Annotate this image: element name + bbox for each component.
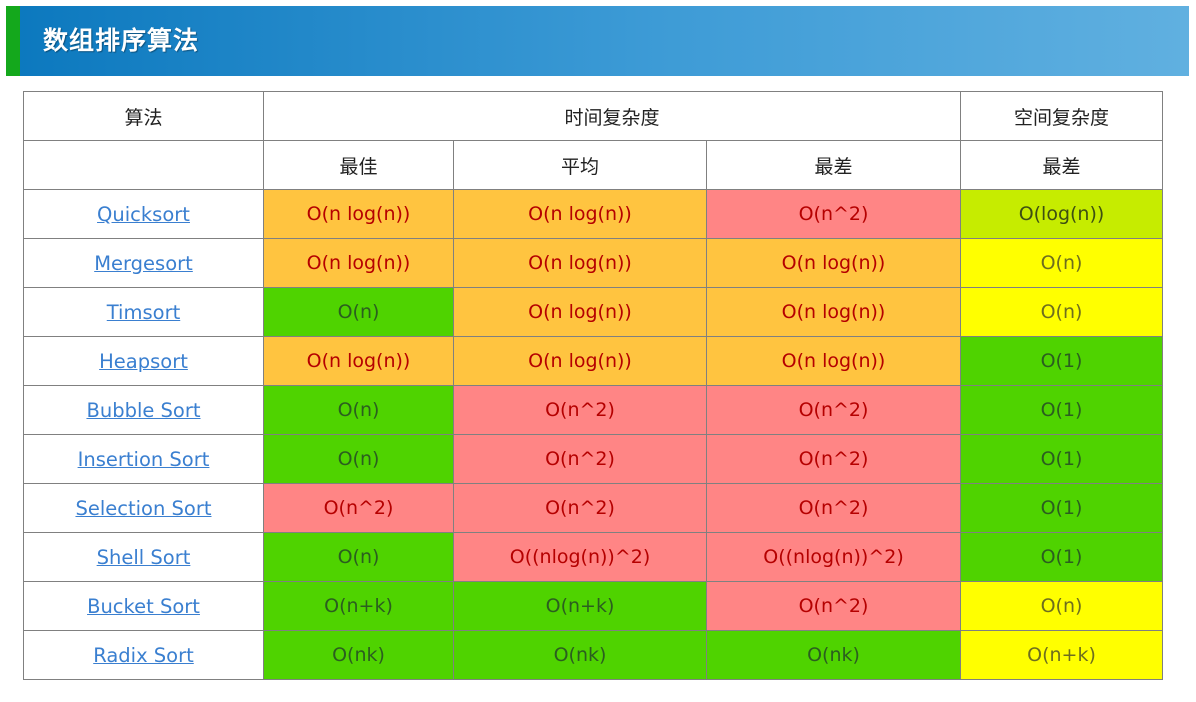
best-case-cell: O(n^2): [263, 483, 454, 533]
best-case-cell: O(n+k): [263, 581, 454, 631]
best-case-cell: O(n): [263, 532, 454, 582]
header-row-secondary: 最佳 平均 最差 最差: [23, 140, 1163, 190]
header-worst: 最差: [706, 140, 961, 190]
space-complexity-cell: O(n): [960, 581, 1163, 631]
average-case-cell: O(n^2): [453, 434, 707, 484]
average-case-cell: O(n log(n)): [453, 287, 707, 337]
algorithm-link-bubble-sort[interactable]: Bubble Sort: [86, 398, 201, 422]
worst-case-cell: O(n^2): [706, 581, 961, 631]
table-row: Radix Sort O(nk) O(nk) O(nk) O(n+k): [23, 630, 1163, 680]
best-case-cell: O(n log(n)): [263, 238, 454, 288]
best-case-cell: O(n log(n)): [263, 336, 454, 386]
header-best: 最佳: [263, 140, 454, 190]
best-case-cell: O(n): [263, 287, 454, 337]
worst-case-cell: O(n log(n)): [706, 238, 961, 288]
header-algorithm: 算法: [23, 91, 264, 141]
algorithm-name-cell: Timsort: [23, 287, 264, 337]
header-average: 平均: [453, 140, 707, 190]
algorithm-link-timsort[interactable]: Timsort: [106, 300, 181, 324]
table-row: Shell Sort O(n) O((nlog(n))^2) O((nlog(n…: [23, 532, 1163, 582]
average-case-cell: O((nlog(n))^2): [453, 532, 707, 582]
algorithm-link-heapsort[interactable]: Heapsort: [99, 349, 188, 373]
page-title: 数组排序算法: [43, 26, 200, 55]
space-complexity-cell: O(1): [960, 532, 1163, 582]
worst-case-cell: O(nk): [706, 630, 961, 680]
best-case-cell: O(nk): [263, 630, 454, 680]
worst-case-cell: O(n^2): [706, 434, 961, 484]
table-row: Heapsort O(n log(n)) O(n log(n)) O(n log…: [23, 336, 1163, 386]
sorting-complexity-table: 算法 时间复杂度 空间复杂度 最佳 平均 最差 最差 Quicksort O(n…: [23, 91, 1163, 680]
algorithm-name-cell: Shell Sort: [23, 532, 264, 582]
best-case-cell: O(n): [263, 434, 454, 484]
algorithm-name-cell: Bubble Sort: [23, 385, 264, 435]
algorithm-link-quicksort[interactable]: Quicksort: [97, 202, 190, 226]
algorithm-link-insertion-sort[interactable]: Insertion Sort: [77, 447, 210, 471]
header-space-complexity: 空间复杂度: [960, 91, 1163, 141]
table-row: Timsort O(n) O(n log(n)) O(n log(n)) O(n…: [23, 287, 1163, 337]
space-complexity-cell: O(1): [960, 385, 1163, 435]
table-row: Bubble Sort O(n) O(n^2) O(n^2) O(1): [23, 385, 1163, 435]
worst-case-cell: O(n log(n)): [706, 336, 961, 386]
worst-case-cell: O(n^2): [706, 483, 961, 533]
average-case-cell: O(n+k): [453, 581, 707, 631]
best-case-cell: O(n log(n)): [263, 189, 454, 239]
title-banner: 数组排序算法: [6, 6, 1189, 76]
space-complexity-cell: O(n): [960, 287, 1163, 337]
header-space-worst: 最差: [960, 140, 1163, 190]
algorithm-name-cell: Selection Sort: [23, 483, 264, 533]
algorithm-link-mergesort[interactable]: Mergesort: [94, 251, 193, 275]
average-case-cell: O(n log(n)): [453, 189, 707, 239]
worst-case-cell: O(n log(n)): [706, 287, 961, 337]
space-complexity-cell: O(n+k): [960, 630, 1163, 680]
average-case-cell: O(n log(n)): [453, 238, 707, 288]
average-case-cell: O(n^2): [453, 385, 707, 435]
algorithm-link-bucket-sort[interactable]: Bucket Sort: [87, 594, 200, 618]
table-row: Mergesort O(n log(n)) O(n log(n)) O(n lo…: [23, 238, 1163, 288]
algorithm-name-cell: Bucket Sort: [23, 581, 264, 631]
space-complexity-cell: O(1): [960, 336, 1163, 386]
table-row: Insertion Sort O(n) O(n^2) O(n^2) O(1): [23, 434, 1163, 484]
space-complexity-cell: O(1): [960, 483, 1163, 533]
best-case-cell: O(n): [263, 385, 454, 435]
header-row-primary: 算法 时间复杂度 空间复杂度: [23, 91, 1163, 141]
algorithm-link-selection-sort[interactable]: Selection Sort: [75, 496, 212, 520]
average-case-cell: O(n log(n)): [453, 336, 707, 386]
table-row: Selection Sort O(n^2) O(n^2) O(n^2) O(1): [23, 483, 1163, 533]
algorithm-name-cell: Heapsort: [23, 336, 264, 386]
space-complexity-cell: O(log(n)): [960, 189, 1163, 239]
header-empty-cell: [23, 140, 264, 190]
algorithm-name-cell: Mergesort: [23, 238, 264, 288]
algorithm-name-cell: Insertion Sort: [23, 434, 264, 484]
worst-case-cell: O(n^2): [706, 385, 961, 435]
algorithm-name-cell: Quicksort: [23, 189, 264, 239]
average-case-cell: O(n^2): [453, 483, 707, 533]
header-time-complexity: 时间复杂度: [263, 91, 961, 141]
worst-case-cell: O((nlog(n))^2): [706, 532, 961, 582]
algorithm-link-radix-sort[interactable]: Radix Sort: [93, 643, 194, 667]
table-row: Quicksort O(n log(n)) O(n log(n)) O(n^2)…: [23, 189, 1163, 239]
algorithm-name-cell: Radix Sort: [23, 630, 264, 680]
average-case-cell: O(nk): [453, 630, 707, 680]
table-row: Bucket Sort O(n+k) O(n+k) O(n^2) O(n): [23, 581, 1163, 631]
algorithm-link-shell-sort[interactable]: Shell Sort: [96, 545, 191, 569]
space-complexity-cell: O(n): [960, 238, 1163, 288]
banner-accent-bar: [6, 6, 20, 76]
worst-case-cell: O(n^2): [706, 189, 961, 239]
space-complexity-cell: O(1): [960, 434, 1163, 484]
